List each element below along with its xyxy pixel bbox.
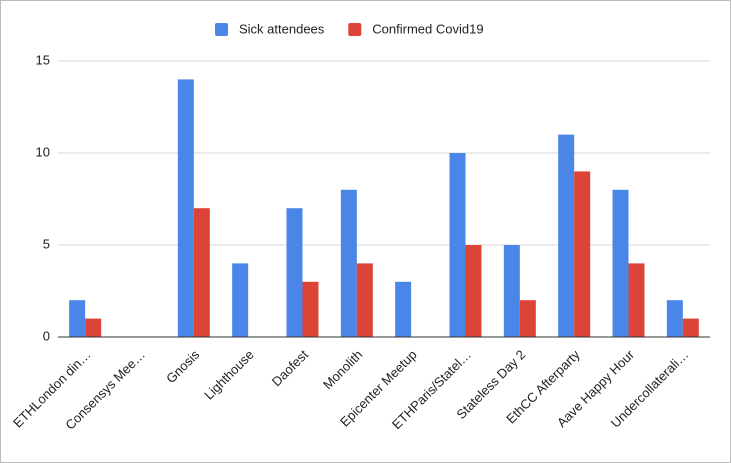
legend-label: Confirmed Covid19 <box>372 21 483 36</box>
bar <box>395 281 412 337</box>
y-tick-label: 0 <box>43 328 50 343</box>
y-tick-label: 10 <box>36 144 50 159</box>
y-tick-label: 15 <box>36 52 50 67</box>
bar <box>519 300 536 337</box>
bar <box>69 300 86 337</box>
legend-label: Sick attendees <box>239 21 325 36</box>
legend-swatch <box>348 23 362 36</box>
bar <box>666 300 683 337</box>
y-tick-label: 5 <box>43 236 50 251</box>
bar <box>193 208 210 337</box>
bar <box>177 79 194 338</box>
bar <box>628 263 645 337</box>
bar <box>232 263 249 337</box>
bar <box>682 318 699 337</box>
bar <box>286 208 303 337</box>
bar <box>449 153 466 337</box>
bar <box>558 134 575 337</box>
bar <box>356 263 373 337</box>
bar <box>465 245 482 337</box>
legend-swatch <box>215 23 228 36</box>
bar <box>574 171 591 337</box>
bar <box>340 189 357 337</box>
bar <box>302 281 319 337</box>
bar <box>85 318 102 337</box>
bar <box>503 245 520 337</box>
bar <box>612 189 629 337</box>
